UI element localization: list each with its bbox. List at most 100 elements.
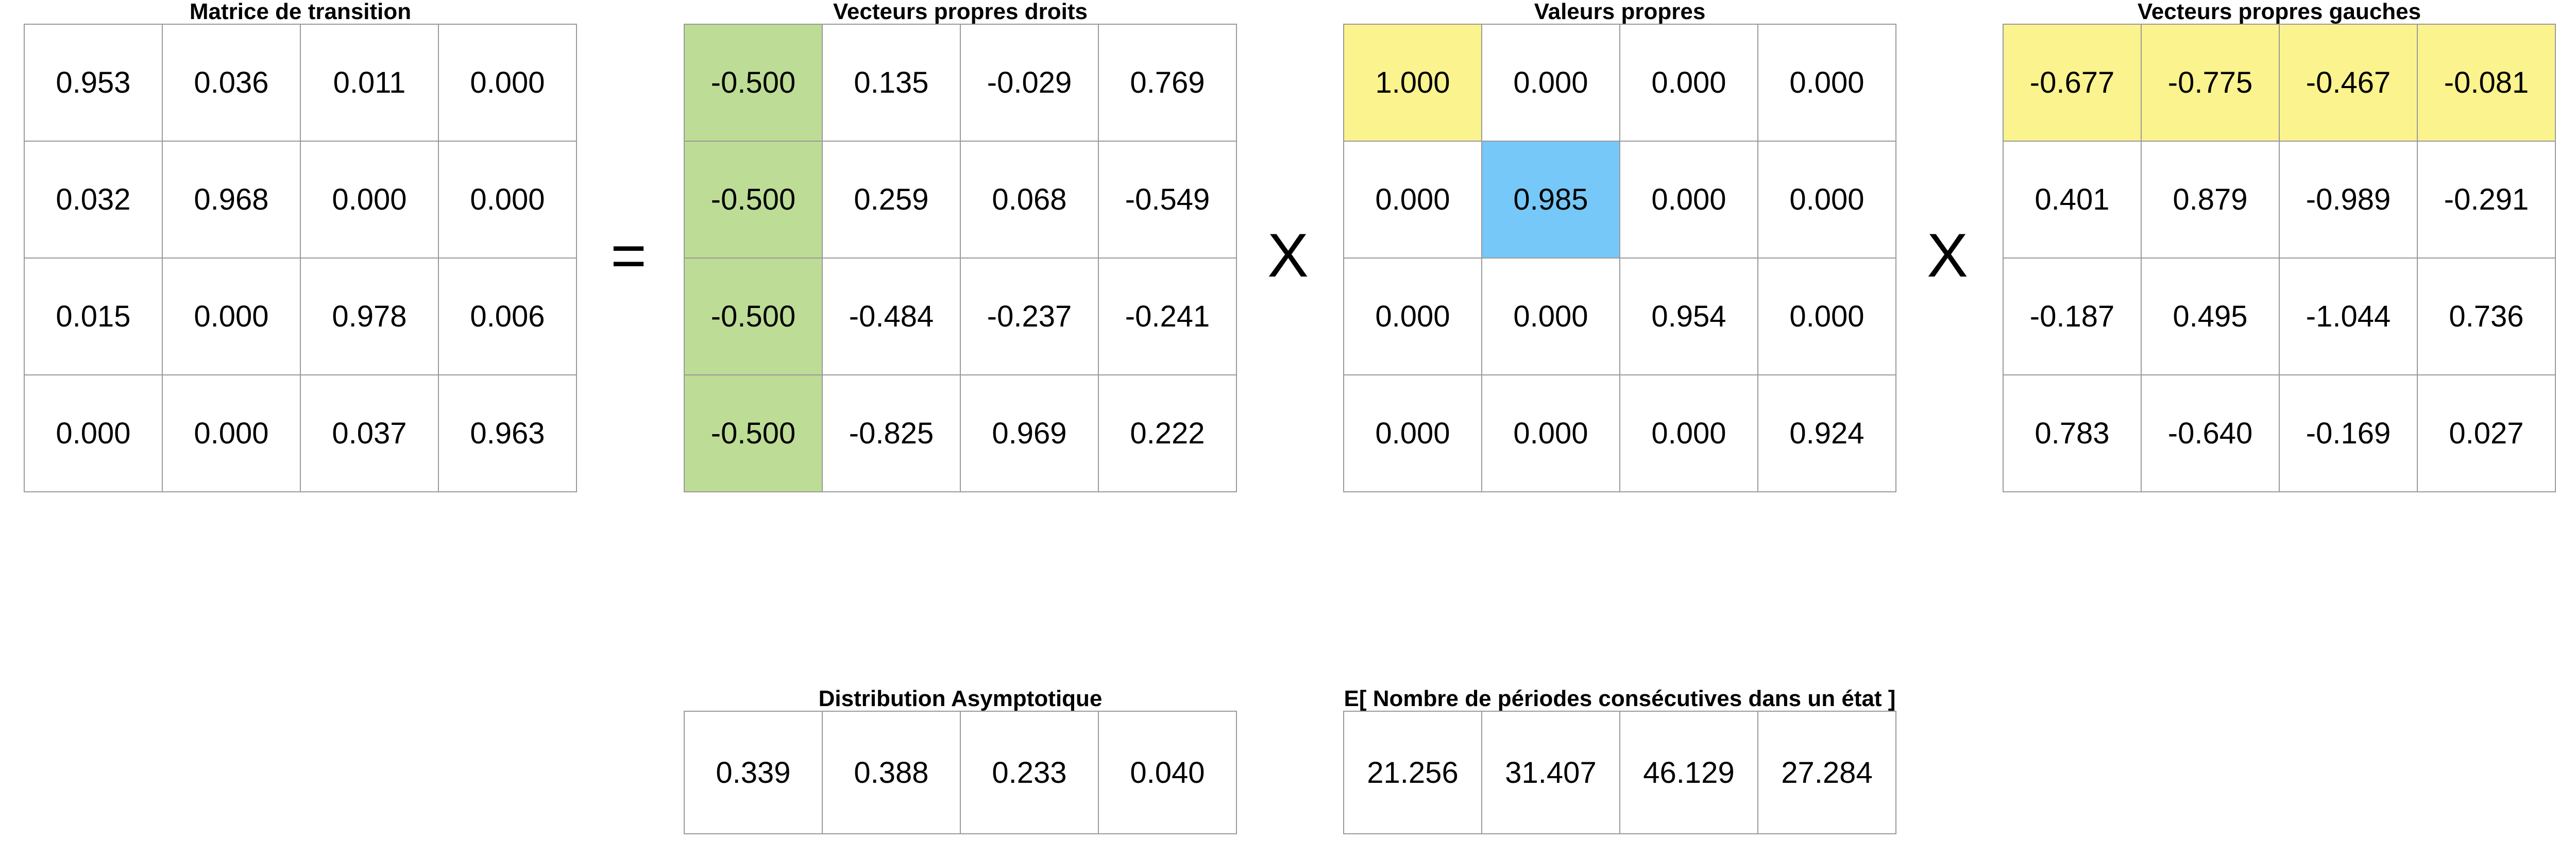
- matrix-cell: 0.259: [822, 141, 961, 259]
- right-eigenvectors-matrix: -0.500 0.135 -0.029 0.769 -0.500 0.259 0.068 -0…: [684, 24, 1237, 492]
- matrix-cell: 0.000: [1343, 258, 1482, 375]
- eigenvalues-title: Valeurs propres: [1534, 0, 1706, 24]
- matrix-cell: 0.037: [300, 374, 439, 492]
- matrix-row: 0.783 -0.640 -0.169 0.027: [2003, 374, 2556, 492]
- matrix-cell: 0.954: [1619, 258, 1758, 375]
- matrix-row: 0.000 0.000 0.000 0.924: [1343, 374, 1896, 492]
- matrix-cell: 0.969: [960, 374, 1099, 492]
- matrix-cell: 0.495: [2141, 258, 2280, 375]
- matrix-cell: 0.036: [162, 24, 301, 142]
- matrix-cell: 31.407: [1481, 711, 1620, 834]
- matrix-cell: 0.000: [1757, 24, 1896, 142]
- matrix-cell: -0.484: [822, 258, 961, 375]
- expected-periods-row: 21.256 31.407 46.129 27.284: [1343, 711, 1896, 834]
- matrix-cell: 0.401: [2003, 141, 2142, 259]
- matrix-cell: 0.953: [24, 24, 163, 142]
- matrix-cell: 0.978: [300, 258, 439, 375]
- matrix-cell: 0.000: [438, 24, 577, 142]
- matrix-cell: -1.044: [2279, 258, 2418, 375]
- highlighted-cell: -0.500: [684, 258, 823, 375]
- matrix-row: 21.256 31.407 46.129 27.284: [1343, 711, 1896, 834]
- matrix-cell: 0.879: [2141, 141, 2280, 259]
- asymptotic-distribution-block: Distribution Asymptotique 0.339 0.388 0.23…: [684, 687, 1237, 834]
- matrix-cell: 0.963: [438, 374, 577, 492]
- matrix-row: 0.401 0.879 -0.989 -0.291: [2003, 141, 2556, 259]
- matrix-row: 0.000 0.000 0.037 0.963: [24, 374, 577, 492]
- matrix-cell: 0.032: [24, 141, 163, 259]
- matrix-row: 1.000 0.000 0.000 0.000: [1343, 24, 1896, 142]
- matrix-cell: -0.989: [2279, 141, 2418, 259]
- matrix-cell: 0.000: [1343, 141, 1482, 259]
- matrix-row: 0.339 0.388 0.233 0.040: [684, 711, 1237, 834]
- matrix-cell: 0.968: [162, 141, 301, 259]
- transition-matrix: 0.953 0.036 0.011 0.000 0.032 0.968 0.000 0.000…: [24, 24, 577, 492]
- expected-periods-block: E[ Nombre de périodes consécutives dans …: [1343, 687, 1896, 834]
- left-eigenvectors-title: Vecteurs propres gauches: [2137, 0, 2421, 24]
- left-eigenvectors-block: Vecteurs propres gauches -0.677 -0.775 -0.…: [2003, 0, 2556, 492]
- highlighted-cell: -0.677: [2003, 24, 2142, 142]
- matrix-cell: 0.027: [2417, 374, 2556, 492]
- multiply-sign-2: X: [1926, 221, 1969, 290]
- matrix-cell: 0.015: [24, 258, 163, 375]
- highlighted-cell: -0.500: [684, 141, 823, 259]
- matrix-cell: 0.000: [162, 258, 301, 375]
- matrix-cell: 27.284: [1757, 711, 1896, 834]
- matrix-row: 0.032 0.968 0.000 0.000: [24, 141, 577, 259]
- right-eigenvectors-title: Vecteurs propres droits: [833, 0, 1088, 24]
- matrix-cell: -0.825: [822, 374, 961, 492]
- right-eigenvectors-block: Vecteurs propres droits -0.500 0.135 -0.02…: [684, 0, 1237, 492]
- matrix-row: -0.677 -0.775 -0.467 -0.081: [2003, 24, 2556, 142]
- matrix-cell: -0.291: [2417, 141, 2556, 259]
- matrix-cell: 0.000: [1481, 24, 1620, 142]
- matrix-cell: -0.549: [1098, 141, 1237, 259]
- matrix-row: -0.187 0.495 -1.044 0.736: [2003, 258, 2556, 375]
- matrix-row: 0.000 0.985 0.000 0.000: [1343, 141, 1896, 259]
- matrix-row: -0.500 -0.825 0.969 0.222: [684, 374, 1237, 492]
- matrix-cell: -0.169: [2279, 374, 2418, 492]
- transition-matrix-title: Matrice de transition: [189, 0, 412, 24]
- matrix-cell: -0.640: [2141, 374, 2280, 492]
- matrix-cell: 0.388: [822, 711, 961, 834]
- expected-periods-title: E[ Nombre de périodes consécutives dans …: [1344, 686, 1896, 711]
- multiply-sign-1: X: [1267, 221, 1309, 290]
- matrix-row: -0.500 0.135 -0.029 0.769: [684, 24, 1237, 142]
- highlighted-cell: -0.775: [2141, 24, 2280, 142]
- matrix-cell: 0.000: [24, 374, 163, 492]
- matrix-cell: 0.135: [822, 24, 961, 142]
- matrix-cell: 0.769: [1098, 24, 1237, 142]
- matrix-cell: 0.233: [960, 711, 1099, 834]
- matrix-cell: 0.000: [1481, 258, 1620, 375]
- matrix-cell: -0.241: [1098, 258, 1237, 375]
- matrix-cell: 0.736: [2417, 258, 2556, 375]
- matrix-cell: 0.000: [162, 374, 301, 492]
- matrix-cell: -0.029: [960, 24, 1099, 142]
- highlighted-cell: -0.081: [2417, 24, 2556, 142]
- matrix-row: 0.953 0.036 0.011 0.000: [24, 24, 577, 142]
- matrix-cell: 0.000: [1619, 24, 1758, 142]
- highlighted-cell: -0.500: [684, 374, 823, 492]
- highlighted-cell: -0.467: [2279, 24, 2418, 142]
- matrix-cell: 0.000: [1343, 374, 1482, 492]
- matrix-cell: 0.000: [1619, 374, 1758, 492]
- eigenvalues-block: Valeurs propres 1.000 0.000 0.000 0.000 0.00…: [1343, 0, 1896, 492]
- eigenvalues-matrix: 1.000 0.000 0.000 0.000 0.000 0.985 0.000 0.000…: [1343, 24, 1896, 492]
- highlighted-cell: 1.000: [1343, 24, 1482, 142]
- matrix-cell: 46.129: [1619, 711, 1758, 834]
- matrix-cell: 21.256: [1343, 711, 1482, 834]
- highlighted-cell: 0.985: [1481, 141, 1620, 259]
- asymptotic-distribution-row: 0.339 0.388 0.233 0.040: [684, 711, 1237, 834]
- matrix-cell: -0.187: [2003, 258, 2142, 375]
- matrix-cell: -0.237: [960, 258, 1099, 375]
- highlighted-cell: -0.500: [684, 24, 823, 142]
- matrix-cell: 0.000: [300, 141, 439, 259]
- matrix-cell: 0.011: [300, 24, 439, 142]
- matrix-cell: 0.000: [1619, 141, 1758, 259]
- matrix-cell: 0.000: [438, 141, 577, 259]
- matrix-cell: 0.068: [960, 141, 1099, 259]
- matrix-row: 0.000 0.000 0.954 0.000: [1343, 258, 1896, 375]
- left-eigenvectors-matrix: -0.677 -0.775 -0.467 -0.081 0.401 0.879 -0.989…: [2003, 24, 2556, 492]
- transition-matrix-block: Matrice de transition 0.953 0.036 0.011 0.0…: [24, 0, 577, 492]
- matrix-cell: 0.040: [1098, 711, 1237, 834]
- matrix-cell: 0.000: [1757, 141, 1896, 259]
- matrix-cell: 0.924: [1757, 374, 1896, 492]
